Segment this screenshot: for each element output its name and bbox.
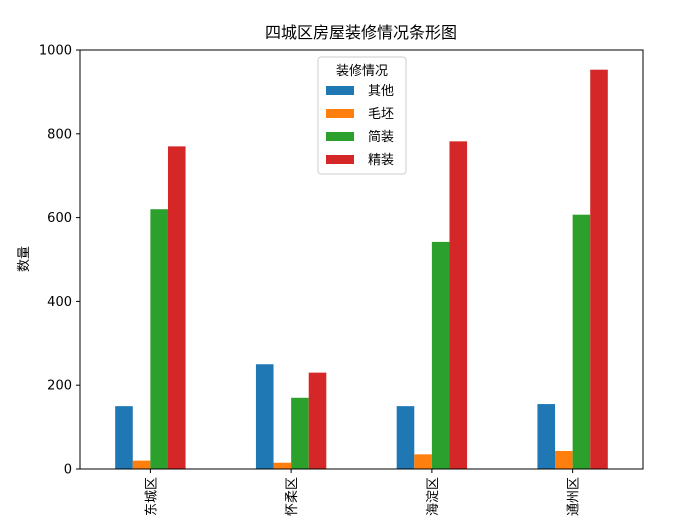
- legend-label-3: 简装: [368, 129, 394, 145]
- legend-swatch-1: [326, 86, 354, 95]
- bar-4-1: [167, 146, 186, 469]
- x-tick-label: 海淀区: [426, 477, 441, 516]
- y-axis-label: 数量: [17, 246, 32, 272]
- bar-1-1: [115, 406, 133, 469]
- x-tick-label: 东城区: [144, 477, 159, 516]
- plot-frame: [79, 49, 644, 470]
- bar-4-3: [449, 141, 468, 469]
- legend-swatch-2: [326, 109, 354, 118]
- y-tick-label: 200: [47, 379, 72, 394]
- legend-label-2: 毛坯: [368, 107, 394, 122]
- x-tick-label: 通州区: [567, 477, 582, 516]
- legend-label-4: 精装: [368, 153, 394, 168]
- bar-3-2: [291, 397, 309, 469]
- bar-1-4: [537, 404, 556, 469]
- bar-2-2: [273, 462, 292, 469]
- x-tick-label: 怀柔区: [285, 477, 300, 516]
- bar-4-4: [590, 69, 608, 469]
- legend-swatch-3: [326, 132, 354, 141]
- y-tick-label: 1000: [39, 44, 72, 59]
- bar-1-2: [255, 364, 274, 469]
- plot-area: 0 200 400 600 800 1000 东城区 怀柔区 海淀区 通州区: [39, 44, 644, 516]
- bar-1-3: [396, 406, 415, 469]
- legend-label-1: 其他: [368, 84, 394, 99]
- bar-4-2: [308, 372, 327, 469]
- bar-2-3: [414, 454, 432, 469]
- bar-2-4: [555, 450, 573, 469]
- y-tick-label: 0: [64, 463, 72, 478]
- y-tick-label: 600: [47, 211, 72, 226]
- bar-3-1: [150, 209, 168, 469]
- legend-swatch-4: [326, 155, 354, 164]
- legend-title: 装修情况: [336, 64, 388, 79]
- bar-2-1: [132, 460, 151, 469]
- y-tick-label: 400: [47, 295, 72, 310]
- y-tick-label: 800: [47, 127, 72, 142]
- chart-title: 四城区房屋装修情况条形图: [265, 23, 457, 42]
- bar-3-4: [572, 214, 591, 469]
- bar-3-3: [431, 241, 450, 469]
